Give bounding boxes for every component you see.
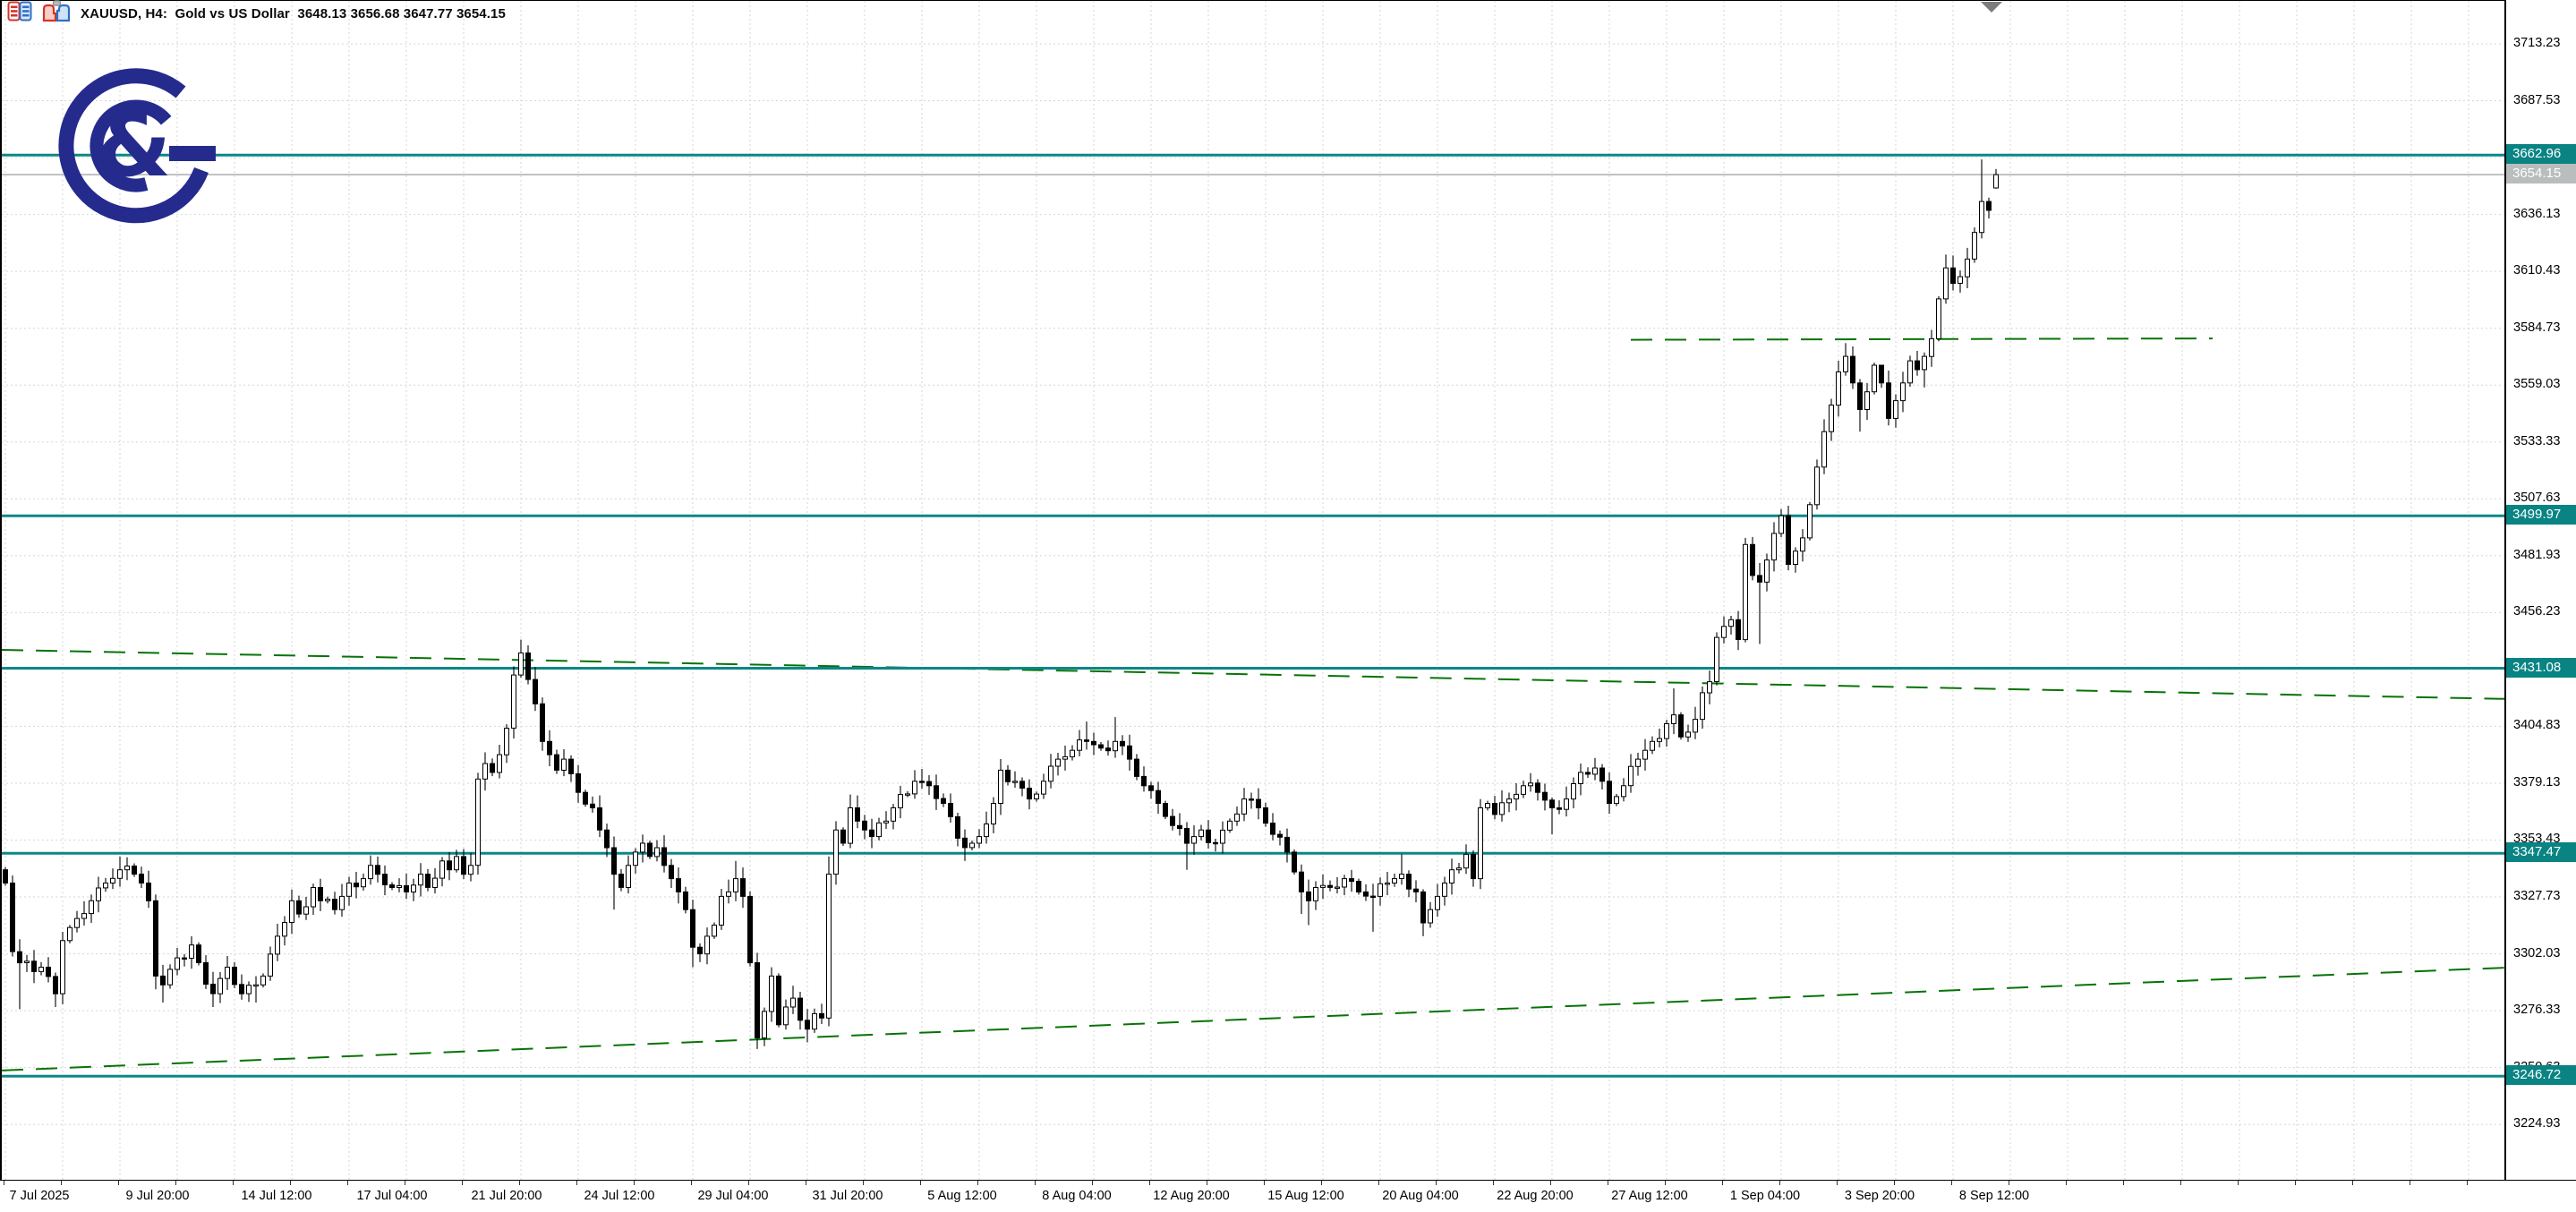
time-tick	[2238, 1181, 2239, 1185]
broker-logo: &	[47, 63, 222, 234]
price-tick-label: 3481.93	[2513, 548, 2561, 562]
time-tick	[290, 1181, 291, 1185]
time-tick	[1378, 1181, 1379, 1185]
time-tick	[118, 1181, 119, 1185]
time-tick	[2295, 1181, 2296, 1185]
time-tick	[634, 1181, 635, 1185]
time-tick-label: 1 Sep 04:00	[1729, 1189, 1801, 1203]
time-tick	[977, 1181, 978, 1185]
price-tick-label: 3636.13	[2513, 207, 2561, 221]
price-tick-label: 3379.13	[2513, 775, 2561, 790]
time-tick	[233, 1181, 234, 1185]
price-axis[interactable]: 3713.233687.533661.833636.133610.433584.…	[2504, 0, 2576, 1180]
time-tick	[863, 1181, 864, 1185]
time-tick	[2467, 1181, 2468, 1185]
level-price-label: 3246.72	[2506, 1065, 2576, 1085]
price-tick-label: 3584.73	[2513, 320, 2561, 335]
price-tick-label: 3533.33	[2513, 434, 2561, 448]
time-tick	[1149, 1181, 1150, 1185]
time-tick	[576, 1181, 577, 1185]
time-tick-label: 21 Jul 20:00	[471, 1189, 542, 1203]
time-tick	[1951, 1181, 1952, 1185]
g-ampersand-logo-icon: &	[58, 68, 216, 224]
time-tick	[2180, 1181, 2181, 1185]
time-tick-label: 27 Aug 12:00	[1611, 1189, 1688, 1203]
time-tick-label: 14 Jul 12:00	[241, 1189, 312, 1203]
time-tick-label: 24 Jul 12:00	[584, 1189, 655, 1203]
chart-bars-icon[interactable]	[41, 0, 72, 27]
time-tick	[920, 1181, 921, 1185]
time-tick	[1837, 1181, 1838, 1185]
chart-plot-area[interactable]	[0, 0, 2506, 1181]
time-tick	[748, 1181, 749, 1185]
time-tick	[1722, 1181, 1723, 1185]
time-tick	[2123, 1181, 2124, 1185]
level-price-label: 3499.97	[2506, 505, 2576, 525]
time-tick	[1493, 1181, 1494, 1185]
chart-title: XAUUSD, H4: Gold vs US Dollar 3648.13 36…	[81, 5, 506, 21]
time-tick-label: 9 Jul 20:00	[125, 1189, 190, 1203]
price-tick-label: 3276.33	[2513, 1003, 2561, 1017]
time-tick-label: 8 Aug 04:00	[1042, 1189, 1112, 1203]
time-tick	[2066, 1181, 2067, 1185]
time-tick	[462, 1181, 463, 1185]
time-tick-label: 7 Jul 2025	[9, 1189, 70, 1203]
level-price-label: 3662.96	[2506, 144, 2576, 164]
time-tick	[1264, 1181, 1265, 1185]
time-tick	[1779, 1181, 1780, 1185]
price-tick-label: 3456.23	[2513, 604, 2561, 619]
price-tick-label: 3224.93	[2513, 1116, 2561, 1131]
time-tick	[2352, 1181, 2353, 1185]
time-tick-label: 5 Aug 12:00	[927, 1189, 997, 1203]
time-tick	[175, 1181, 176, 1185]
price-tick-label: 3404.83	[2513, 718, 2561, 732]
price-tick-label: 3559.03	[2513, 377, 2561, 391]
time-tick	[1092, 1181, 1093, 1185]
time-tick	[1321, 1181, 1322, 1185]
account-list-icon[interactable]	[7, 1, 32, 26]
time-tick-label: 29 Jul 04:00	[697, 1189, 769, 1203]
time-tick-label: 12 Aug 20:00	[1153, 1189, 1230, 1203]
price-tick-label: 3610.43	[2513, 263, 2561, 277]
time-tick-label: 8 Sep 12:00	[1958, 1189, 2030, 1203]
time-tick-label: 31 Jul 20:00	[812, 1189, 883, 1203]
time-tick-label: 22 Aug 20:00	[1497, 1189, 1574, 1203]
price-tick-label: 3687.53	[2513, 93, 2561, 107]
chart-shift-marker[interactable]	[1981, 2, 2002, 13]
time-tick-label: 3 Sep 20:00	[1844, 1189, 1915, 1203]
level-price-label: 3347.47	[2506, 842, 2576, 862]
candlestick-chart[interactable]	[2, 1, 2506, 1181]
price-tick-label: 3327.73	[2513, 889, 2561, 903]
time-tick	[1035, 1181, 1036, 1185]
time-tick	[1550, 1181, 1551, 1185]
time-tick	[61, 1181, 62, 1185]
titlebar: XAUUSD, H4: Gold vs US Dollar 3648.13 36…	[0, 0, 813, 27]
time-tick	[1436, 1181, 1437, 1185]
time-tick	[519, 1181, 520, 1185]
time-axis[interactable]: 7 Jul 2025 9 Jul 20:00 14 Jul 12:00 17 Jul …	[0, 1180, 2576, 1212]
time-tick-label: 15 Aug 12:00	[1267, 1189, 1344, 1203]
time-tick	[1894, 1181, 1895, 1185]
time-tick	[1665, 1181, 1666, 1185]
price-tick-label: 3713.23	[2513, 36, 2561, 50]
price-tick-label: 3507.63	[2513, 491, 2561, 505]
time-tick	[691, 1181, 692, 1185]
time-tick-label: 17 Jul 04:00	[356, 1189, 428, 1203]
bid-price-label: 3654.15	[2506, 164, 2576, 184]
time-tick	[347, 1181, 348, 1185]
price-tick-label: 3302.03	[2513, 946, 2561, 960]
level-price-label: 3431.08	[2506, 658, 2576, 678]
svg-text:&: &	[96, 95, 172, 196]
time-tick-label: 20 Aug 04:00	[1382, 1189, 1459, 1203]
